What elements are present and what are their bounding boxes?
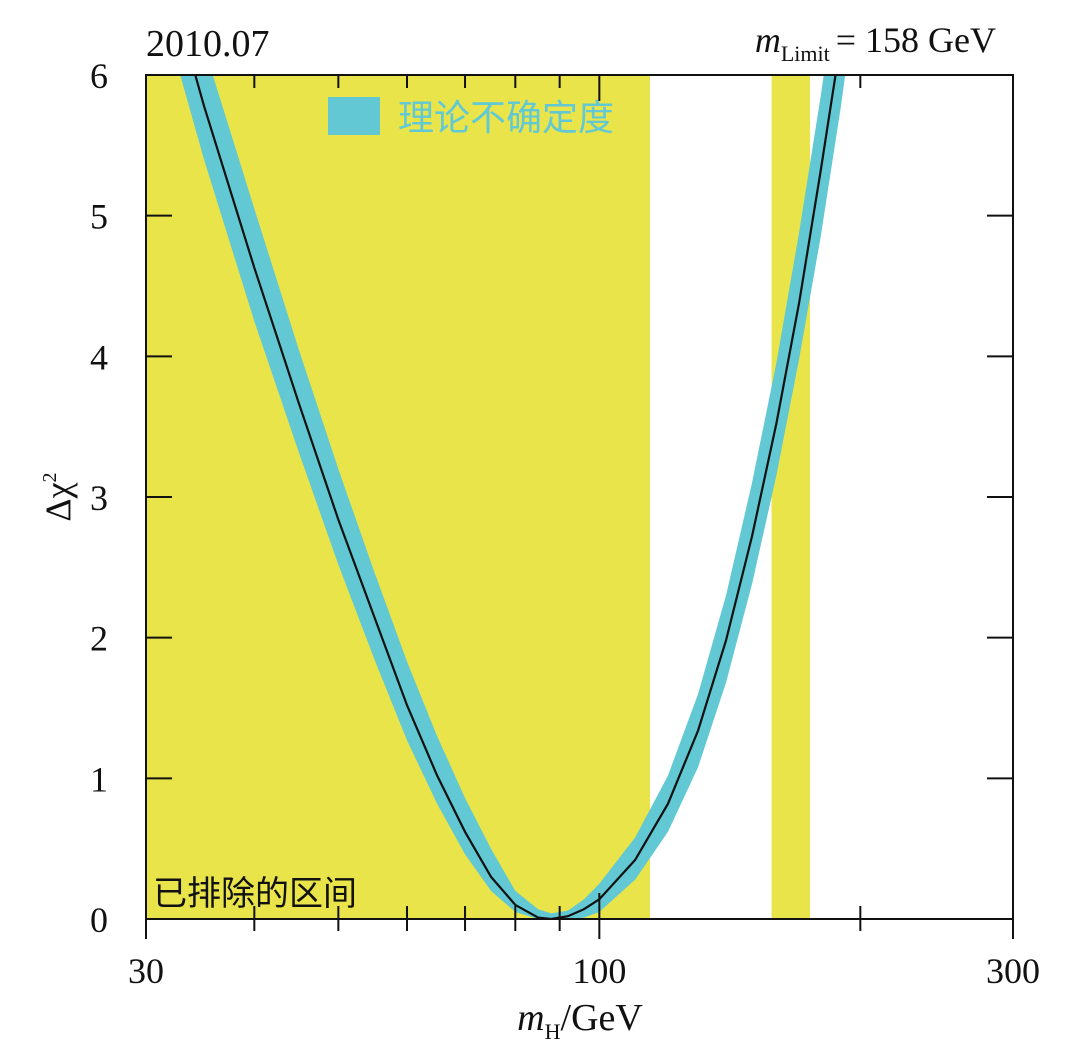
- x-axis-label: mH/GeV: [517, 997, 643, 1044]
- plot-frame: [145, 74, 1014, 920]
- date-label: 2010.07: [146, 23, 270, 65]
- x-tick-label: 100: [572, 951, 626, 991]
- x-tick-label: 30: [128, 951, 164, 991]
- legend-label: 理论不确定度: [398, 98, 614, 139]
- y-tick-label: 0: [90, 900, 108, 940]
- y-axis-label: Δχ2: [38, 472, 78, 521]
- x-tick-label: 300: [986, 951, 1040, 991]
- y-tick-label: 1: [90, 759, 108, 799]
- y-tick-label: 5: [90, 197, 108, 237]
- axis-ticks: 0 1 2 3 4 5 6 30 100 300: [90, 56, 1040, 991]
- excluded-region-label: 已排除的区间: [153, 874, 357, 914]
- y-tick-label: 4: [90, 337, 108, 377]
- y-tick-label: 3: [90, 478, 108, 518]
- y-tick-label: 2: [90, 619, 108, 659]
- y-tick-label: 6: [90, 56, 108, 96]
- mass-limit-label: mLimit = 158 GeV: [755, 20, 996, 66]
- legend-swatch-band: [328, 97, 380, 135]
